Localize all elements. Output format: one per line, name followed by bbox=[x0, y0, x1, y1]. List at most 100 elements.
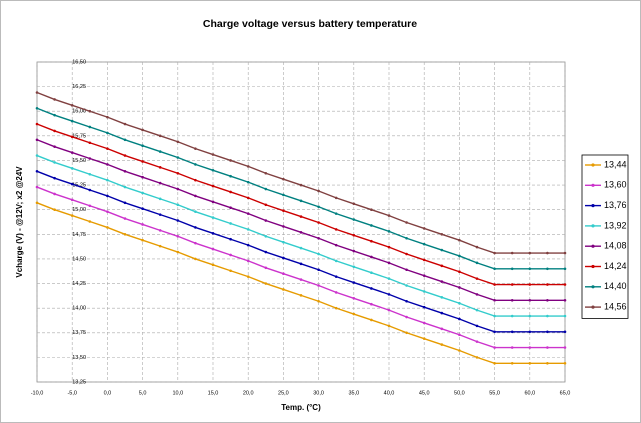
x-tick-label: 30,0 bbox=[313, 390, 324, 396]
x-axis-label: Temp. (°C) bbox=[281, 403, 321, 412]
x-tick-label: -10,0 bbox=[31, 390, 44, 396]
point bbox=[422, 321, 426, 325]
point bbox=[158, 213, 162, 216]
point bbox=[176, 187, 180, 191]
x-tick-label: 5,0 bbox=[139, 390, 147, 396]
point bbox=[211, 200, 215, 204]
x-tick-label: 40,0 bbox=[384, 390, 395, 396]
point bbox=[440, 248, 444, 252]
point bbox=[405, 284, 408, 287]
point bbox=[282, 225, 285, 228]
legend-label: 14,08 bbox=[604, 241, 627, 251]
point bbox=[528, 314, 532, 318]
point bbox=[317, 221, 320, 224]
point bbox=[229, 237, 232, 241]
point bbox=[264, 234, 268, 238]
plot-area bbox=[36, 61, 566, 383]
point bbox=[387, 293, 391, 296]
x-tick-label: 60,0 bbox=[524, 390, 535, 396]
point bbox=[563, 251, 567, 255]
point bbox=[106, 210, 109, 213]
point bbox=[53, 129, 56, 133]
point bbox=[229, 222, 232, 225]
y-tick-label: 15,75 bbox=[72, 133, 86, 139]
point bbox=[211, 263, 215, 267]
point bbox=[405, 315, 408, 319]
point bbox=[493, 346, 496, 349]
point bbox=[194, 257, 197, 261]
point bbox=[246, 196, 250, 200]
y-tick-label: 15,25 bbox=[72, 183, 86, 189]
chart-title: Charge voltage versus battery temperatur… bbox=[203, 18, 417, 30]
point bbox=[282, 288, 285, 291]
x-tick-label: 50,0 bbox=[454, 390, 465, 396]
point bbox=[264, 282, 268, 285]
point bbox=[458, 238, 461, 242]
point bbox=[53, 192, 56, 196]
point bbox=[211, 247, 215, 251]
point bbox=[440, 280, 444, 283]
point bbox=[106, 131, 109, 135]
point bbox=[194, 194, 197, 198]
point bbox=[53, 98, 56, 101]
point bbox=[546, 298, 549, 302]
point bbox=[370, 271, 373, 275]
point bbox=[352, 297, 356, 300]
point bbox=[123, 122, 127, 126]
point bbox=[387, 324, 391, 328]
point bbox=[510, 283, 514, 286]
point bbox=[510, 361, 514, 365]
point bbox=[546, 314, 549, 318]
point bbox=[440, 296, 444, 299]
legend-box bbox=[581, 154, 629, 319]
point bbox=[352, 281, 356, 284]
legend-marker bbox=[591, 305, 595, 309]
point bbox=[158, 166, 162, 169]
point bbox=[387, 245, 391, 249]
point bbox=[493, 267, 496, 271]
point bbox=[194, 226, 197, 229]
point bbox=[299, 231, 303, 234]
y-tick-label: 16,50 bbox=[72, 59, 86, 65]
point bbox=[123, 154, 127, 157]
point bbox=[158, 150, 162, 153]
point bbox=[229, 269, 232, 273]
point bbox=[246, 275, 250, 278]
point bbox=[282, 272, 285, 275]
point bbox=[493, 330, 496, 334]
point bbox=[299, 215, 303, 218]
point bbox=[53, 208, 56, 211]
point bbox=[528, 330, 532, 334]
point bbox=[563, 314, 567, 318]
point bbox=[510, 251, 514, 255]
point bbox=[141, 144, 144, 147]
point bbox=[106, 163, 109, 166]
point bbox=[158, 134, 162, 138]
point bbox=[158, 244, 162, 248]
point bbox=[158, 181, 162, 185]
point bbox=[422, 290, 426, 293]
point bbox=[176, 234, 180, 238]
y-tick-label: 14,50 bbox=[72, 256, 86, 262]
point bbox=[352, 249, 356, 253]
point bbox=[158, 229, 162, 232]
point bbox=[229, 206, 232, 210]
legend-label: 14,40 bbox=[604, 281, 627, 291]
point bbox=[299, 246, 303, 250]
legend-label: 13,44 bbox=[604, 159, 627, 169]
point bbox=[246, 212, 250, 215]
point bbox=[299, 278, 303, 281]
y-axis-label: Vcharge (V) - @12V; x2 @24V bbox=[15, 166, 24, 278]
point bbox=[546, 330, 549, 334]
point bbox=[141, 128, 144, 132]
point bbox=[88, 141, 92, 145]
x-tick-label: 65,0 bbox=[560, 390, 571, 396]
point bbox=[493, 314, 496, 318]
point bbox=[53, 161, 56, 164]
point bbox=[387, 308, 391, 312]
point bbox=[370, 224, 373, 227]
point bbox=[229, 174, 232, 178]
point bbox=[528, 267, 532, 271]
point bbox=[158, 197, 162, 201]
point bbox=[422, 242, 426, 246]
